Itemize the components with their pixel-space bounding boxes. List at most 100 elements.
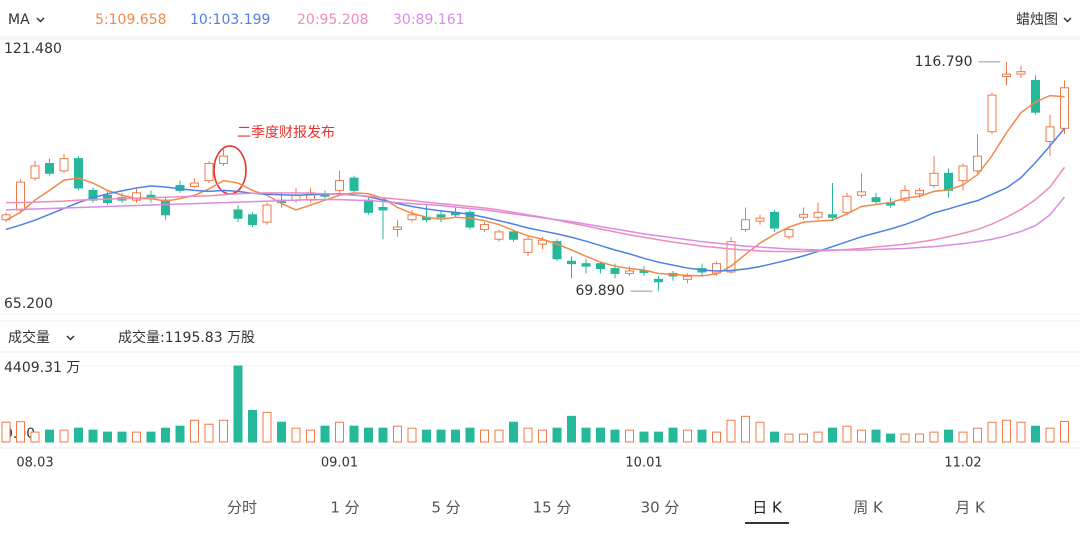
chevron — [66, 335, 75, 341]
volume-bar — [741, 415, 750, 443]
period-tab[interactable]: 周 K — [853, 499, 884, 517]
candle-body — [900, 189, 910, 201]
candle-body — [1016, 71, 1026, 75]
period-tab[interactable]: 月 K — [955, 499, 986, 517]
volume-bar — [755, 421, 765, 443]
volume-bar — [320, 425, 330, 443]
x-tick-label: 09.01 — [321, 456, 358, 471]
x-tick-label: 08.03 — [16, 456, 53, 471]
candle-body — [161, 199, 170, 216]
volume-bar — [146, 431, 156, 443]
volume-bar — [1002, 419, 1011, 443]
period-tab[interactable]: 1 分 — [330, 499, 359, 517]
volume-bar — [958, 431, 968, 443]
volume-bar — [1045, 427, 1055, 443]
volume-bar — [639, 431, 649, 443]
candle-body — [407, 214, 417, 221]
candle-body — [828, 214, 837, 218]
chevron — [36, 17, 45, 23]
volume-bar — [175, 425, 185, 443]
candle-body — [219, 155, 228, 165]
volume-bar — [190, 419, 199, 443]
period-tab[interactable]: 5 分 — [431, 499, 460, 517]
volume-bar — [277, 421, 286, 443]
candle-body — [190, 182, 199, 187]
ma-menu[interactable]: MA — [8, 12, 30, 28]
candle-body — [204, 163, 214, 182]
candle-body — [494, 231, 504, 240]
period-tab[interactable]: 15 分 — [533, 499, 572, 517]
volume-bar — [581, 427, 591, 443]
volume-bar — [436, 429, 446, 443]
volume-bar — [784, 433, 794, 443]
volume-bar — [16, 421, 25, 443]
volume-bar — [813, 431, 823, 443]
volume-bar — [799, 433, 808, 443]
candle-body — [625, 270, 634, 274]
candle-body — [567, 260, 576, 265]
candle-body — [770, 211, 779, 229]
volume-bar — [726, 419, 736, 443]
volume-bar — [625, 429, 634, 443]
volume-menu[interactable]: 成交量 — [8, 329, 50, 346]
volume-bar — [88, 429, 98, 443]
volume-bar — [465, 427, 475, 443]
volume-bar — [335, 421, 344, 443]
volume-bar — [407, 427, 417, 443]
candle-body — [16, 181, 25, 211]
annotation-circle — [213, 145, 247, 195]
extreme-label: 116.790 — [915, 54, 973, 70]
candle-body — [726, 241, 736, 273]
volume-bar — [451, 429, 460, 443]
volume-bar — [132, 431, 141, 443]
volume-bar — [654, 431, 663, 443]
candle-body — [581, 263, 591, 267]
candle-body — [712, 263, 721, 274]
y-tick-label: 65.200 — [4, 296, 53, 312]
candle-body — [364, 199, 373, 213]
candle-body — [799, 213, 808, 218]
candle-body — [929, 172, 939, 186]
candle-body — [59, 158, 69, 172]
volume-bar — [842, 425, 852, 443]
volume-bar — [248, 409, 257, 443]
volume-bar — [364, 427, 373, 443]
candle-body — [538, 239, 547, 245]
candle-body — [813, 211, 823, 218]
candle-body — [378, 206, 388, 211]
candle-body — [1031, 79, 1040, 113]
chevron — [1063, 17, 1072, 23]
candle-body — [436, 214, 446, 218]
candle-body — [523, 238, 533, 253]
volume-bar — [900, 433, 910, 443]
volume-bar — [668, 427, 678, 443]
legend-entry: 5:109.658 — [95, 12, 167, 28]
period-tab[interactable]: 分时 — [227, 499, 257, 517]
x-tick-label: 11.02 — [944, 456, 981, 471]
volume-bar — [45, 429, 54, 443]
volume-bar — [770, 431, 779, 443]
candle-body — [552, 241, 562, 260]
candle-body — [1060, 87, 1069, 129]
candle-body — [958, 165, 968, 182]
volume-bar — [1, 421, 11, 443]
period-tab[interactable]: 30 分 — [641, 499, 680, 517]
candle-body — [74, 158, 83, 189]
volume-bar — [1031, 425, 1040, 443]
candle-body — [480, 224, 489, 230]
volume-bar — [871, 429, 881, 443]
volume-bar — [422, 429, 431, 443]
period-tab[interactable]: 日 K — [752, 499, 783, 517]
candle-body — [248, 214, 257, 226]
candle-body — [465, 211, 475, 228]
volume-bar — [915, 433, 924, 443]
candle-body — [857, 191, 866, 196]
volume-bar — [987, 421, 997, 443]
candle-body — [596, 263, 605, 270]
chart-style-menu[interactable]: 蜡烛图 — [1016, 12, 1058, 28]
volume-bar — [712, 431, 721, 443]
candle-body — [1002, 73, 1011, 78]
candle-body — [944, 172, 953, 191]
candle-body — [45, 163, 54, 174]
volume-bar — [291, 427, 301, 443]
